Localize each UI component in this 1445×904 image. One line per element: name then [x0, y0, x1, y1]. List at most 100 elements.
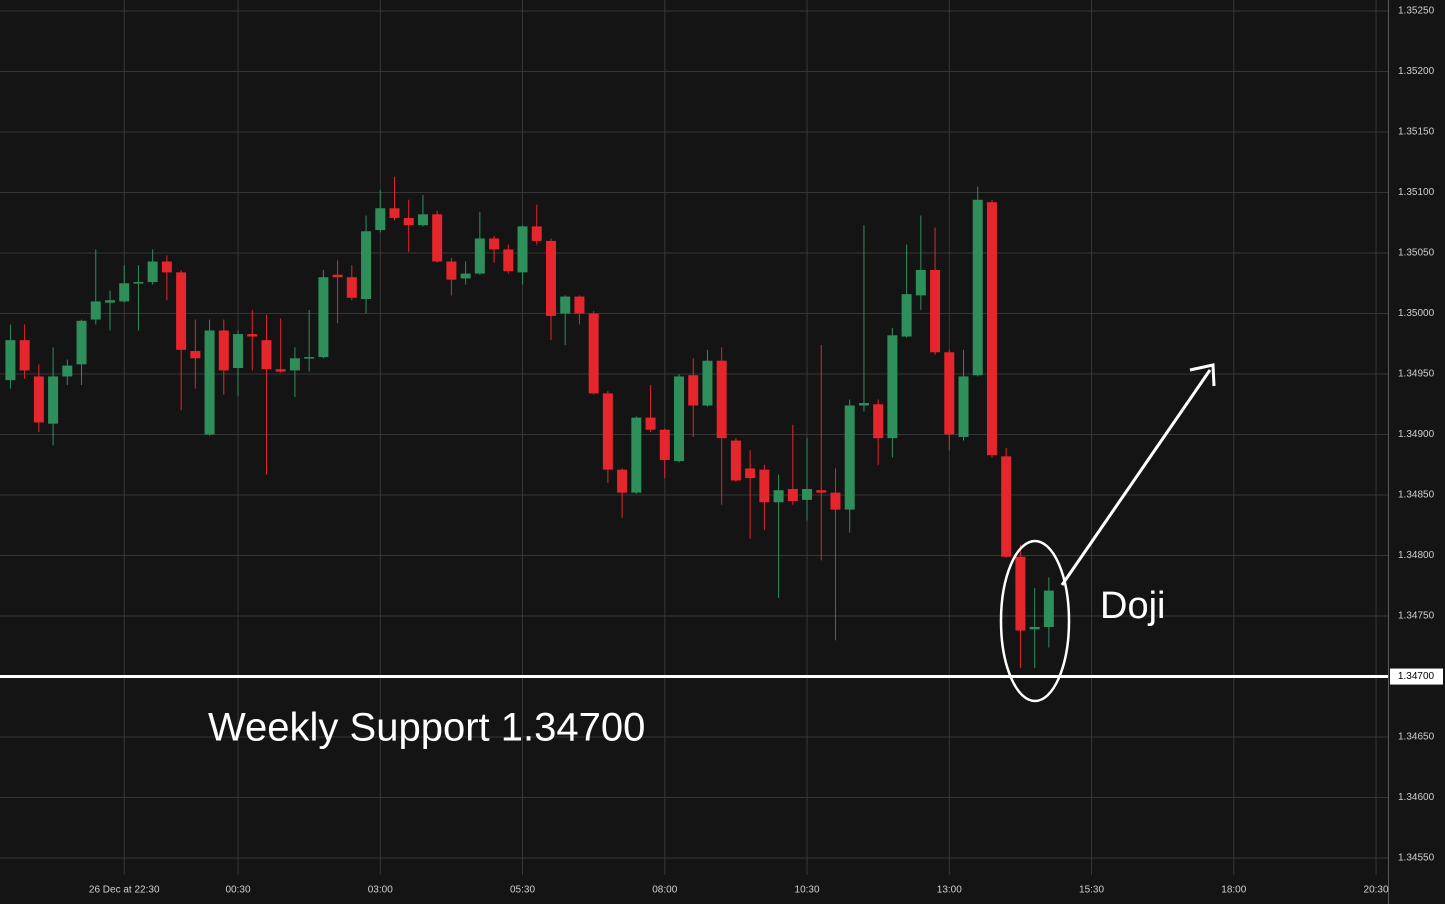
candle-body	[645, 417, 656, 430]
candle-body	[688, 375, 699, 406]
candle-body	[247, 334, 258, 337]
candle-body	[1029, 626, 1040, 630]
candle-body	[48, 376, 59, 424]
candle-body	[844, 405, 855, 510]
candle-body	[674, 376, 685, 462]
candle-body	[375, 208, 386, 231]
candle-body	[133, 282, 144, 284]
x-tick-label: 26 Dec at 22:30	[89, 885, 160, 896]
candle-body	[104, 300, 115, 303]
candle-body	[659, 429, 670, 460]
candle-body	[218, 330, 229, 371]
candle-body	[318, 277, 329, 358]
support-axis-box	[1390, 668, 1443, 685]
labels: 1.34550 1.34600 1.34650 1.34700 1.34750 1.348…	[89, 6, 1443, 896]
candle-body	[787, 488, 798, 502]
candle-body	[1001, 456, 1012, 557]
candle-body	[90, 301, 101, 320]
candle-body	[517, 226, 528, 273]
candle-body	[972, 199, 983, 376]
candle-body	[190, 351, 201, 359]
candle-body	[901, 294, 912, 337]
candle-body	[5, 340, 16, 381]
candle-body	[858, 403, 869, 406]
candle-body	[531, 226, 542, 241]
candle-body	[361, 231, 372, 300]
x-tick-label: 10:30	[795, 885, 820, 896]
candle-body	[944, 352, 955, 435]
candle-body	[702, 360, 713, 406]
candle-body	[204, 330, 215, 435]
candle-body	[1015, 556, 1026, 631]
candle-body	[332, 274, 343, 278]
x-tick-label: 03:00	[368, 885, 393, 896]
arrow-head	[1189, 363, 1216, 387]
candle-body	[33, 376, 44, 423]
candle-body	[446, 261, 457, 280]
candle-body	[233, 334, 244, 368]
candle-body	[304, 357, 315, 359]
y-tick-label: 1.35100	[1398, 187, 1435, 198]
candle-body	[460, 273, 471, 279]
candle-body	[986, 202, 997, 456]
support-axis-label: 1.34700	[1398, 671, 1435, 682]
candle-body	[730, 440, 741, 481]
x-tick-label: 15:30	[1079, 885, 1104, 896]
candle-body	[545, 240, 556, 316]
candle-body	[887, 335, 898, 439]
x-tick-label: 08:00	[652, 885, 677, 896]
candle-body	[560, 296, 571, 314]
grid	[0, 0, 1388, 875]
candle-body	[62, 365, 73, 377]
candle-body	[417, 214, 428, 226]
x-tick-label: 00:30	[226, 885, 251, 896]
y-tick-label: 1.34900	[1398, 429, 1435, 440]
y-tick-label: 1.35000	[1398, 308, 1435, 319]
arrow-line	[1060, 369, 1212, 586]
x-tick-label: 18:00	[1221, 885, 1246, 896]
y-tick-label: 1.35200	[1398, 66, 1435, 77]
y-tick-label: 1.34750	[1398, 611, 1435, 622]
y-tick-label: 1.34950	[1398, 369, 1435, 380]
candle-body	[161, 261, 172, 273]
doji-circle	[999, 539, 1071, 703]
candle-body	[432, 214, 443, 262]
y-tick-label: 1.34800	[1398, 550, 1435, 561]
y-tick-label: 1.35050	[1398, 248, 1435, 259]
candle-body	[289, 358, 300, 371]
candle-body	[716, 360, 727, 439]
y-tick-label: 1.34850	[1398, 490, 1435, 501]
candle-body	[830, 492, 841, 510]
candle-body	[602, 393, 613, 470]
doji-label: Doji	[1100, 585, 1165, 627]
candle-body	[19, 340, 30, 371]
candle-body	[759, 469, 770, 503]
x-tick-label: 05:30	[510, 885, 535, 896]
candle-body	[745, 468, 756, 479]
candles	[0, 176, 1388, 679]
candle-body	[275, 369, 286, 372]
y-tick-label: 1.34650	[1398, 732, 1435, 743]
candle-body	[1043, 590, 1054, 627]
candle-body	[958, 376, 969, 437]
candle-body	[261, 340, 272, 370]
y-tick-label: 1.34550	[1398, 853, 1435, 864]
candle-body	[489, 238, 500, 250]
candle-body	[802, 488, 813, 500]
candle-body	[816, 490, 827, 493]
candle-body	[773, 490, 784, 503]
y-tick-label: 1.34600	[1398, 792, 1435, 803]
candle-body	[76, 320, 87, 365]
candle-body	[588, 313, 599, 394]
candle-body	[389, 208, 400, 218]
candle-body	[147, 261, 158, 283]
candle-body	[617, 469, 628, 493]
support-label: Weekly Support 1.34700	[208, 706, 645, 750]
candle-body	[503, 249, 514, 272]
candle-body	[474, 238, 485, 274]
candle-body	[176, 272, 187, 350]
y-tick-label: 1.35150	[1398, 127, 1435, 138]
x-tick-label: 20:30	[1364, 885, 1389, 896]
